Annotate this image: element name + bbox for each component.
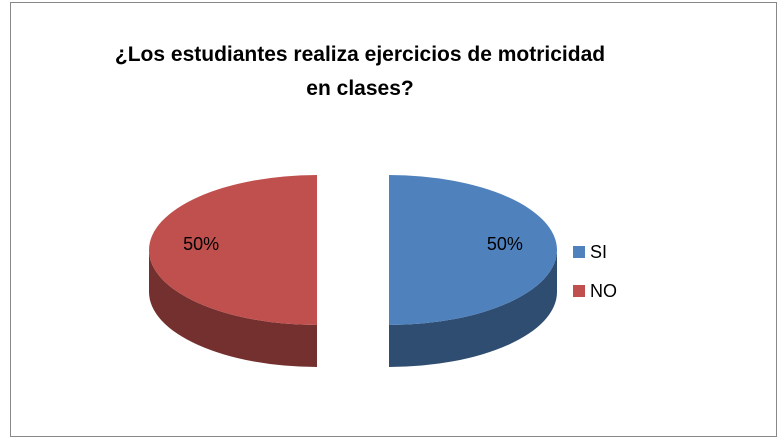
data-label: 50%	[183, 234, 219, 254]
data-label: 50%	[487, 234, 523, 254]
slice	[389, 175, 557, 325]
legend-label: NO	[590, 281, 617, 301]
slice-side	[389, 250, 557, 367]
slice	[149, 175, 317, 325]
chart-title: ¿Los estudiantes realiza ejercicios de m…	[114, 43, 606, 100]
slice-side	[149, 250, 317, 367]
legend-label: SI	[590, 242, 607, 262]
legend-swatch	[573, 246, 585, 258]
legend-swatch	[573, 285, 585, 297]
